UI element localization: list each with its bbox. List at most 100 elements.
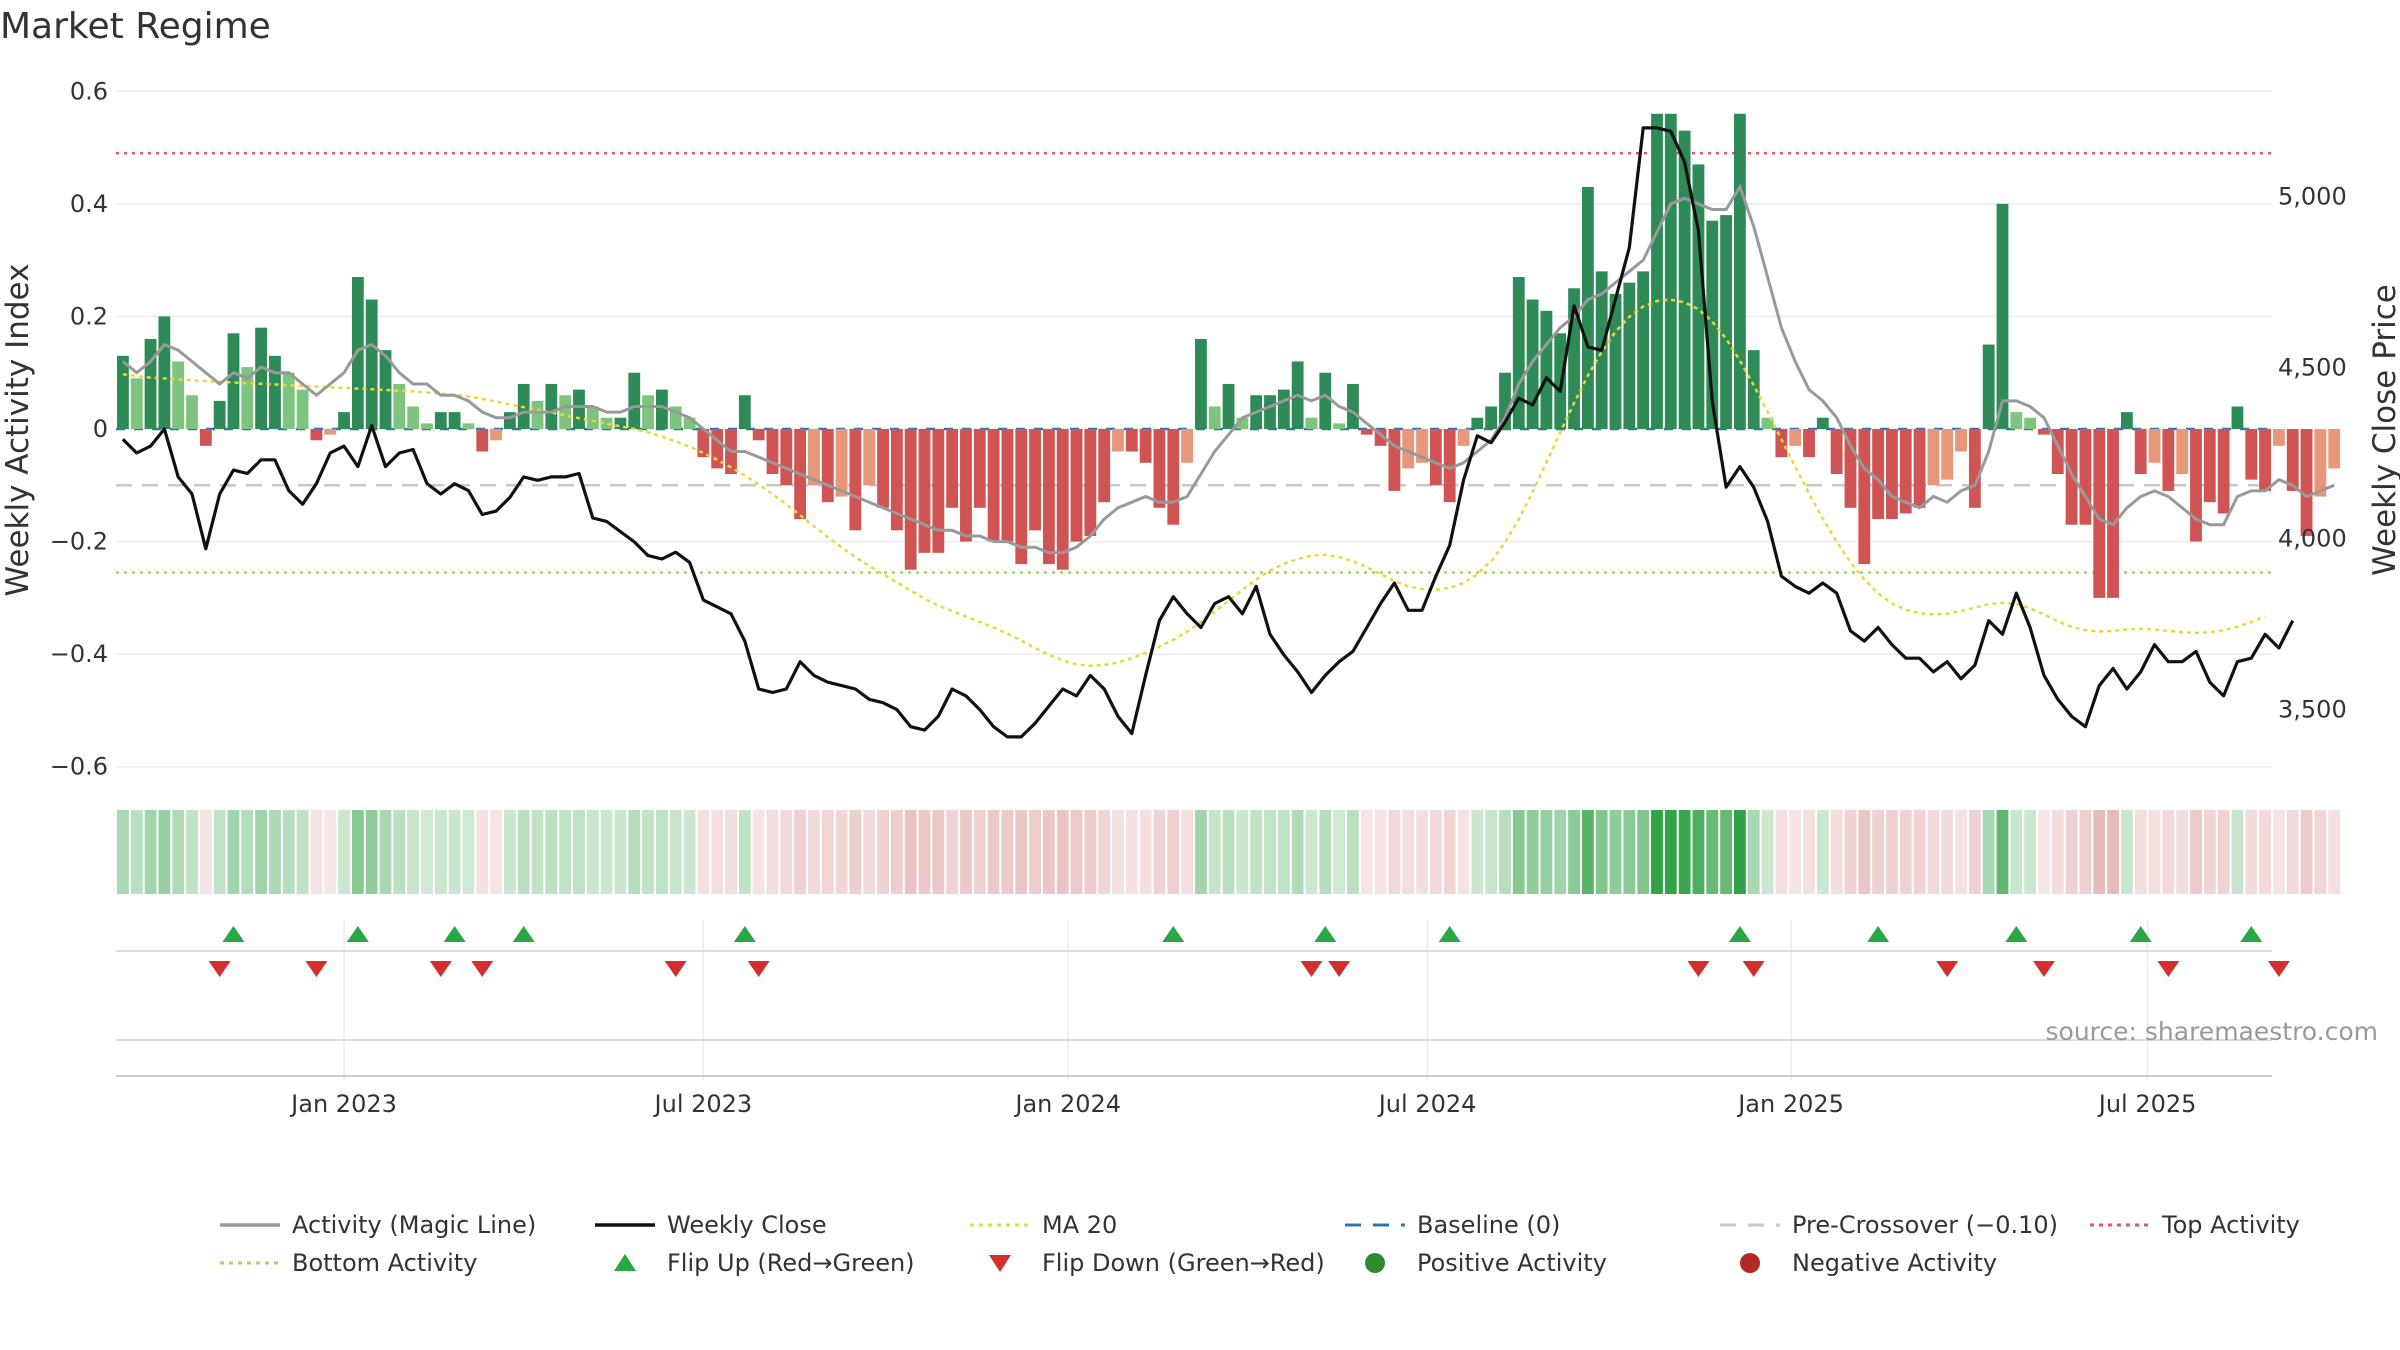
legend-label: Pre-Crossover (−0.10) — [1792, 1211, 2058, 1239]
regime-cell — [2134, 810, 2147, 894]
x-tick-label: Jul 2023 — [653, 1090, 753, 1118]
regime-cell — [379, 810, 392, 894]
activity-bar — [904, 429, 917, 570]
regime-cell — [1485, 810, 1498, 894]
regime-cell — [144, 810, 157, 894]
activity-bar — [1886, 429, 1898, 520]
regime-cell — [1360, 810, 1373, 894]
legend-label: Flip Up (Red→Green) — [667, 1249, 915, 1277]
activity-bar — [1264, 395, 1276, 429]
regime-cell — [338, 810, 350, 894]
regime-cell — [1734, 810, 1746, 894]
y-right-tick-label: 4,000 — [2278, 524, 2347, 552]
activity-bar — [821, 429, 834, 503]
regime-cell — [794, 810, 807, 894]
activity-bar — [2162, 429, 2175, 491]
regime-cell — [1886, 810, 1898, 894]
activity-bar — [2010, 412, 2023, 429]
legend-item: Top Activity — [2090, 1211, 2300, 1239]
regime-cell — [1264, 810, 1276, 894]
activity-bar — [1775, 429, 1788, 458]
activity-bar — [1457, 429, 1470, 446]
regime-cell — [1402, 810, 1415, 894]
activity-bar — [2038, 429, 2050, 435]
activity-bar — [2107, 429, 2119, 598]
flip-down-marker — [2157, 961, 2180, 977]
regime-cell — [1637, 810, 1650, 894]
activity-bar — [766, 429, 779, 475]
activity-bar — [2120, 412, 2133, 429]
regime-cell — [1167, 810, 1180, 894]
regime-cell — [1098, 810, 1111, 894]
legend-item: Pre-Crossover (−0.10) — [1720, 1211, 2058, 1239]
activity-bar — [1125, 429, 1138, 452]
flip-down-marker — [664, 961, 687, 977]
x-tick-label: Jan 2025 — [1736, 1090, 1844, 1118]
activity-bar — [1706, 220, 1719, 429]
activity-bar — [324, 429, 337, 435]
flip-up-marker — [2240, 926, 2263, 942]
activity-bar — [1388, 429, 1401, 491]
activity-bar — [365, 299, 378, 429]
regime-cell — [462, 810, 475, 894]
activity-bar — [144, 338, 157, 429]
activity-bar — [752, 429, 765, 441]
y-left-tick-label: 0.6 — [70, 77, 108, 105]
regime-cell — [1084, 810, 1097, 894]
activity-bar — [1319, 372, 1332, 429]
activity-bar — [1720, 215, 1732, 429]
activity-bar — [282, 372, 295, 429]
regime-cell — [1651, 810, 1663, 894]
regime-cell — [1250, 810, 1263, 894]
y-left-tick-label: −0.4 — [50, 640, 108, 668]
activity-bar — [1084, 429, 1097, 536]
regime-cell — [697, 810, 710, 894]
regime-cell — [559, 810, 572, 894]
activity-bar — [2190, 429, 2202, 542]
regime-cell — [2093, 810, 2106, 894]
activity-bar — [1734, 113, 1746, 429]
regime-cell — [1761, 810, 1774, 894]
activity-bar — [863, 429, 876, 486]
regime-cell — [1277, 810, 1290, 894]
activity-bar — [808, 429, 820, 486]
regime-cell — [586, 810, 599, 894]
regime-cell — [2079, 810, 2092, 894]
activity-bar — [2273, 429, 2285, 446]
activity-bar — [1499, 372, 1511, 429]
activity-bar — [1858, 429, 1871, 565]
flip-down-marker — [471, 961, 494, 977]
regime-cell — [656, 810, 668, 894]
activity-bar — [421, 423, 433, 429]
regime-cell — [1664, 810, 1677, 894]
regime-cell — [2231, 810, 2244, 894]
y-left-tick-label: −0.6 — [50, 753, 108, 781]
activity-bar — [1899, 429, 1912, 514]
regime-cell — [849, 810, 862, 894]
activity-bar — [2176, 429, 2189, 475]
series-lines — [121, 126, 2335, 739]
regime-cell — [614, 810, 627, 894]
activity-bar — [918, 429, 931, 553]
regime-cell — [1153, 810, 1166, 894]
legend-swatch — [989, 1255, 1011, 1272]
regime-cell — [310, 810, 323, 894]
regime-cell — [1222, 810, 1235, 894]
regime-cell — [213, 810, 226, 894]
activity-bar — [586, 406, 599, 429]
activity-bar — [697, 429, 710, 458]
activity-bar — [2093, 429, 2106, 598]
flip-down-marker — [747, 961, 770, 977]
activity-bar — [559, 395, 572, 429]
regime-cell — [2300, 810, 2313, 894]
regime-cell — [1526, 810, 1539, 894]
activity-bar — [1581, 186, 1594, 429]
regime-cell — [296, 810, 309, 894]
regime-cell — [1070, 810, 1083, 894]
activity-bar — [1374, 429, 1387, 446]
activity-bar — [1996, 203, 2009, 429]
activity-bar — [1222, 383, 1235, 429]
regime-cell — [1512, 810, 1525, 894]
regime-cell — [2038, 810, 2050, 894]
flip-down-marker — [1742, 961, 1765, 977]
